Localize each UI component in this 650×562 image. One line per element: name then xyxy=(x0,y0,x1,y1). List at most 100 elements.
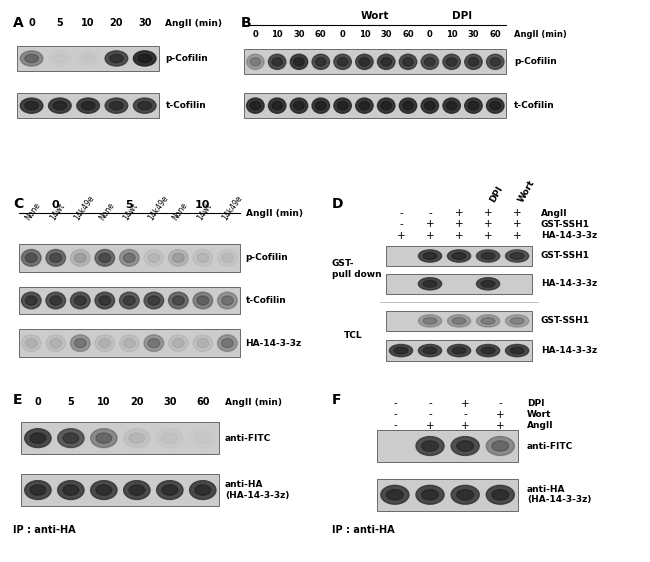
Ellipse shape xyxy=(197,338,209,348)
Text: F: F xyxy=(332,392,341,406)
Text: 10: 10 xyxy=(97,397,110,407)
Ellipse shape xyxy=(120,292,139,309)
Ellipse shape xyxy=(510,318,524,324)
Text: -: - xyxy=(499,398,502,409)
Ellipse shape xyxy=(20,98,43,114)
Ellipse shape xyxy=(476,278,500,290)
Bar xyxy=(18,93,159,119)
Ellipse shape xyxy=(120,335,139,351)
Ellipse shape xyxy=(487,55,504,70)
Text: AngII: AngII xyxy=(541,209,567,218)
Text: 60: 60 xyxy=(489,30,501,39)
Text: +: + xyxy=(484,230,493,241)
Ellipse shape xyxy=(74,253,86,262)
Ellipse shape xyxy=(222,338,233,348)
Ellipse shape xyxy=(476,250,500,262)
Ellipse shape xyxy=(46,335,66,351)
Ellipse shape xyxy=(486,437,514,455)
Text: 20: 20 xyxy=(110,18,124,28)
Ellipse shape xyxy=(424,102,435,110)
Ellipse shape xyxy=(99,338,110,348)
Text: None: None xyxy=(98,201,116,223)
Text: 0: 0 xyxy=(28,18,35,28)
Ellipse shape xyxy=(378,98,395,114)
Ellipse shape xyxy=(465,55,482,70)
Ellipse shape xyxy=(144,335,164,351)
Text: -: - xyxy=(428,410,432,419)
Text: AngII (min): AngII (min) xyxy=(166,19,222,28)
Text: 14wt: 14wt xyxy=(48,202,67,223)
Ellipse shape xyxy=(148,253,160,262)
Ellipse shape xyxy=(457,441,474,451)
Text: 0: 0 xyxy=(427,30,433,39)
Text: 14wt: 14wt xyxy=(122,202,140,223)
Text: 20: 20 xyxy=(130,397,144,407)
Text: 14wt: 14wt xyxy=(196,202,214,223)
Text: +: + xyxy=(496,420,504,430)
Ellipse shape xyxy=(423,253,437,259)
Text: IP : anti-HA: IP : anti-HA xyxy=(13,524,75,534)
Ellipse shape xyxy=(63,433,79,443)
Text: AngII: AngII xyxy=(527,421,554,430)
Ellipse shape xyxy=(487,98,504,114)
Text: 30: 30 xyxy=(163,397,177,407)
Ellipse shape xyxy=(218,292,237,309)
Ellipse shape xyxy=(193,250,213,266)
Ellipse shape xyxy=(506,250,528,262)
Ellipse shape xyxy=(492,490,509,500)
Ellipse shape xyxy=(70,292,90,309)
Text: p-Cofilin: p-Cofilin xyxy=(166,54,208,63)
Ellipse shape xyxy=(447,345,471,357)
Text: +: + xyxy=(426,230,434,241)
Ellipse shape xyxy=(172,253,184,262)
Ellipse shape xyxy=(250,58,261,66)
Ellipse shape xyxy=(144,292,164,309)
Ellipse shape xyxy=(492,441,509,451)
Ellipse shape xyxy=(356,55,373,70)
Ellipse shape xyxy=(272,58,282,66)
Ellipse shape xyxy=(291,55,307,70)
Ellipse shape xyxy=(476,315,500,327)
Text: 10: 10 xyxy=(359,30,370,39)
Ellipse shape xyxy=(157,429,183,447)
Ellipse shape xyxy=(162,485,177,495)
Text: D: D xyxy=(332,197,343,211)
Ellipse shape xyxy=(457,490,474,500)
Text: -: - xyxy=(399,209,403,218)
Ellipse shape xyxy=(144,250,164,266)
Ellipse shape xyxy=(218,335,237,351)
Ellipse shape xyxy=(105,51,128,66)
Text: -: - xyxy=(393,420,396,430)
Text: Wort: Wort xyxy=(527,410,551,419)
Ellipse shape xyxy=(394,347,408,354)
Text: +: + xyxy=(461,420,469,430)
Text: anti-HA
(HA-14-3-3z): anti-HA (HA-14-3-3z) xyxy=(527,485,592,505)
Ellipse shape xyxy=(452,253,466,259)
Ellipse shape xyxy=(481,253,495,259)
Text: +: + xyxy=(426,220,434,229)
Ellipse shape xyxy=(423,280,437,287)
Ellipse shape xyxy=(359,102,370,110)
Ellipse shape xyxy=(452,318,466,324)
Text: +: + xyxy=(455,209,463,218)
Text: +: + xyxy=(426,420,434,430)
Ellipse shape xyxy=(172,296,184,305)
Text: TCL: TCL xyxy=(344,331,362,340)
Ellipse shape xyxy=(476,345,500,357)
Ellipse shape xyxy=(49,51,71,66)
Text: 30: 30 xyxy=(468,30,479,39)
Text: AngII (min): AngII (min) xyxy=(246,209,303,218)
Ellipse shape xyxy=(148,296,160,305)
Ellipse shape xyxy=(424,58,435,66)
Text: HA-14-3-3z: HA-14-3-3z xyxy=(246,339,302,348)
Text: +: + xyxy=(513,230,521,241)
Ellipse shape xyxy=(447,250,471,262)
Text: 60: 60 xyxy=(196,397,209,407)
Ellipse shape xyxy=(490,102,501,110)
Ellipse shape xyxy=(46,250,66,266)
Ellipse shape xyxy=(486,486,514,504)
Text: GST-SSH1: GST-SSH1 xyxy=(541,220,590,229)
Text: 14k49e: 14k49e xyxy=(146,194,170,223)
Ellipse shape xyxy=(421,55,439,70)
Ellipse shape xyxy=(468,58,478,66)
